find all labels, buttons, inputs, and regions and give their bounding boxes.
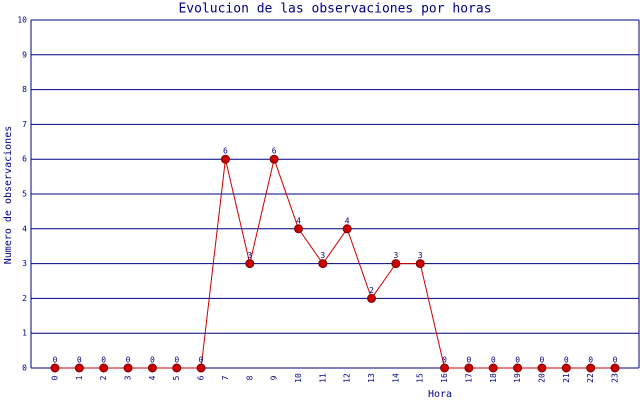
data-point [245,259,255,269]
chart-title: Evolucion de las observaciones por horas [178,2,491,17]
data-point [537,363,547,373]
data-label: 2 [369,286,374,295]
data-label: 0 [588,356,593,365]
data-label: 6 [272,147,277,156]
y-tick-label: 6 [22,155,27,164]
x-tick-label: 3 [124,375,133,380]
data-point [488,363,498,373]
y-tick-label: 2 [22,294,27,303]
data-point [440,363,450,373]
data-label: 6 [223,147,228,156]
data-point [123,363,133,373]
data-point [269,154,279,164]
data-point [367,293,377,303]
data-label: 3 [320,251,325,260]
data-label: 4 [296,216,301,225]
data-point [147,363,157,373]
y-tick-label: 3 [22,259,27,268]
y-tick-label: 5 [22,190,27,199]
data-point [196,363,206,373]
x-tick-label: 1 [75,375,84,380]
data-label: 0 [101,356,106,365]
data-label: 0 [174,356,179,365]
data-label: 0 [199,356,204,365]
x-tick-label: 0 [51,375,60,380]
data-label: 0 [466,356,471,365]
data-point [586,363,596,373]
x-tick-label: 20 [537,373,546,383]
x-tick-label: 13 [367,373,376,383]
x-tick-label: 2 [99,375,108,380]
data-label: 0 [126,356,131,365]
data-label: 3 [393,251,398,260]
x-tick-label: 18 [489,373,498,383]
data-label: 4 [345,216,350,225]
data-label: 0 [515,356,520,365]
data-point [293,224,303,234]
data-label: 3 [247,251,252,260]
y-tick-label: 0 [22,364,27,373]
x-tick-label: 22 [586,373,595,383]
x-tick-label: 17 [464,373,473,383]
x-tick-label: 5 [172,375,181,380]
data-label: 0 [613,356,618,365]
y-tick-label: 10 [17,16,27,25]
data-point [99,363,109,373]
x-tick-label: 7 [221,375,230,380]
data-point [342,224,352,234]
x-tick-label: 19 [513,373,522,383]
data-label: 0 [564,356,569,365]
data-point [220,154,230,164]
data-point [172,363,182,373]
x-tick-label: 23 [611,373,620,383]
data-label: 3 [418,251,423,260]
data-point [415,259,425,269]
data-label: 0 [53,356,58,365]
data-point [610,363,620,373]
y-tick-label: 7 [22,120,27,129]
x-tick-label: 9 [270,375,279,380]
x-tick-label: 21 [562,373,571,383]
data-point [74,363,84,373]
data-point [318,259,328,269]
x-tick-label: 4 [148,375,157,380]
data-label: 0 [150,356,155,365]
x-axis-label: Hora [428,389,452,400]
x-tick-label: 6 [197,375,206,380]
x-tick-label: 11 [318,373,327,383]
y-axis-label: Numero de observaciones [3,126,14,264]
data-label: 0 [491,356,496,365]
x-tick-label: 10 [294,373,303,383]
x-tick-label: 12 [343,373,352,383]
y-tick-label: 1 [22,329,27,338]
y-tick-label: 8 [22,85,27,94]
data-label: 0 [77,356,82,365]
data-point [50,363,60,373]
data-point [513,363,523,373]
data-label: 0 [442,356,447,365]
x-tick-label: 14 [391,373,400,383]
data-point [561,363,571,373]
data-label: 0 [540,356,545,365]
y-tick-label: 4 [22,224,27,233]
data-point [464,363,474,373]
y-tick-label: 9 [22,50,27,59]
x-tick-label: 16 [440,373,449,383]
data-point [391,259,401,269]
x-tick-label: 15 [416,373,425,383]
x-tick-label: 8 [245,375,254,380]
